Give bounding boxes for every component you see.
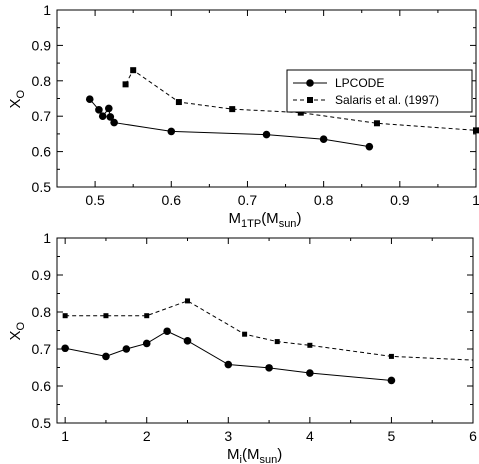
top-y-tick-label: 0.9 <box>32 37 52 53</box>
top-point-lpcode <box>98 112 107 120</box>
bottom-y-axis-label-part: X <box>7 330 24 340</box>
bottom-point-lpcode <box>183 337 192 345</box>
bottom-point-lpcode <box>163 327 171 336</box>
bottom-y-tick-label: 0.7 <box>32 341 52 357</box>
bottom-x-axis-label-part: ) <box>277 446 282 463</box>
top-x-tick-label: 0.5 <box>85 192 105 208</box>
bottom-point-salaris <box>103 313 109 319</box>
legend: LPCODE Salaris et al. (1997) <box>286 69 473 113</box>
bottom-x-tick-label: 6 <box>469 428 477 444</box>
top-x-axis-label-part: (M <box>261 210 279 227</box>
bottom-x-axis-label-part: i <box>240 454 242 464</box>
legend-box <box>286 69 473 113</box>
top-point-salaris <box>297 109 304 116</box>
bottom-point-lpcode <box>61 344 69 353</box>
top-point-lpcode <box>110 118 118 127</box>
bottom-x-tick-label: 1 <box>61 428 69 444</box>
top-point-lpcode <box>319 135 328 144</box>
top-y-tick-label: 0.5 <box>32 179 52 195</box>
top-point-salaris <box>229 106 236 113</box>
bottom-markers <box>61 298 396 385</box>
bottom-plot-frame <box>56 237 474 424</box>
bottom-y-tick-label: 0.6 <box>32 378 52 394</box>
legend-label: Salaris et al. (1997) <box>335 93 439 107</box>
top-markers <box>85 67 479 151</box>
top-point-lpcode <box>95 106 103 114</box>
top-y-tick-label: 0.7 <box>32 108 52 124</box>
bottom-point-lpcode <box>142 339 151 348</box>
top-x-axis-label-part: M <box>229 210 242 227</box>
top-x-tick-label: 0.6 <box>162 192 182 208</box>
bottom-x-tick-label: 4 <box>306 428 314 444</box>
top-point-salaris <box>473 127 479 134</box>
top-x-tick-label: 0.8 <box>314 192 334 208</box>
bottom-point-lpcode <box>102 352 110 361</box>
bottom-x-axis-label: Mi(Msun) <box>227 446 282 464</box>
legend-label: LPCODE <box>335 76 384 90</box>
top-point-lpcode <box>262 130 271 139</box>
bottom-series-line-lpcode <box>65 330 392 381</box>
bottom-x-tick-label: 5 <box>388 428 396 444</box>
bottom-x-axis-label-part: (M <box>242 446 260 463</box>
bottom-point-salaris <box>242 331 248 337</box>
bottom-point-lpcode <box>122 345 131 353</box>
bottom-point-salaris <box>388 353 394 359</box>
top-point-lpcode <box>106 113 115 121</box>
top-x-axis-label: M1TP(Msun) <box>229 210 302 230</box>
bottom-y-tick-label: 1 <box>43 230 51 246</box>
top-chart: 0.5 0.6 0.7 0.8 0.9 1 0.5 0.6 0.7 0.8 0.9 1 M1TP(Msu… <box>7 2 479 230</box>
top-x-tick-label: 0.7 <box>238 192 258 208</box>
bottom-y-axis-label: XO <box>7 321 27 340</box>
bottom-y-tick-label: 0.8 <box>32 304 52 320</box>
bottom-y-tick-label: 0.5 <box>32 415 52 431</box>
top-y-axis-label: XO <box>7 89 27 108</box>
top-x-tick-label: 0.9 <box>390 192 410 208</box>
bottom-point-lpcode <box>387 376 396 385</box>
bottom-x-axis-label-part: M <box>227 446 240 463</box>
bottom-point-salaris <box>185 298 191 304</box>
top-point-lpcode <box>105 104 113 113</box>
bottom-x-axis-label-part: sun <box>259 454 277 464</box>
top-point-lpcode <box>85 95 94 104</box>
bottom-point-salaris <box>307 342 313 348</box>
top-y-axis-label-part: O <box>15 89 27 98</box>
top-y-tick-label: 1 <box>43 2 51 18</box>
bottom-x-tick-label: 2 <box>143 428 151 444</box>
bottom-point-salaris <box>144 313 150 319</box>
top-y-axis-label-part: X <box>7 98 24 108</box>
top-point-salaris <box>130 67 137 74</box>
top-x-tick-label: 1 <box>472 192 479 208</box>
top-x-axis-label-part: 1TP <box>241 218 261 230</box>
top-x-axis-label-part: ) <box>296 210 301 227</box>
bottom-point-salaris <box>62 313 68 319</box>
legend-marker <box>307 97 313 103</box>
bottom-point-salaris <box>274 339 280 345</box>
bottom-y-tick-label: 0.9 <box>32 267 52 283</box>
bottom-x-tick-label: 3 <box>224 428 232 444</box>
bottom-point-lpcode <box>265 364 273 372</box>
bottom-y-axis-label-part: O <box>15 321 27 330</box>
top-x-axis-label-part: sun <box>279 218 297 230</box>
top-point-salaris <box>373 120 380 127</box>
bottom-point-lpcode <box>224 360 233 369</box>
legend-marker <box>306 79 314 87</box>
bottom-point-lpcode <box>306 369 314 377</box>
top-y-tick-label: 0.6 <box>32 144 52 160</box>
top-point-lpcode <box>365 142 374 151</box>
top-point-salaris <box>175 99 182 106</box>
bottom-chart: 1 2 3 4 5 6 0.5 0.6 0.7 0.8 0.9 1 Mi(Msun) XO <box>7 230 477 464</box>
top-point-salaris <box>122 81 129 88</box>
top-point-lpcode <box>167 127 176 136</box>
top-y-tick-label: 0.8 <box>32 73 52 89</box>
